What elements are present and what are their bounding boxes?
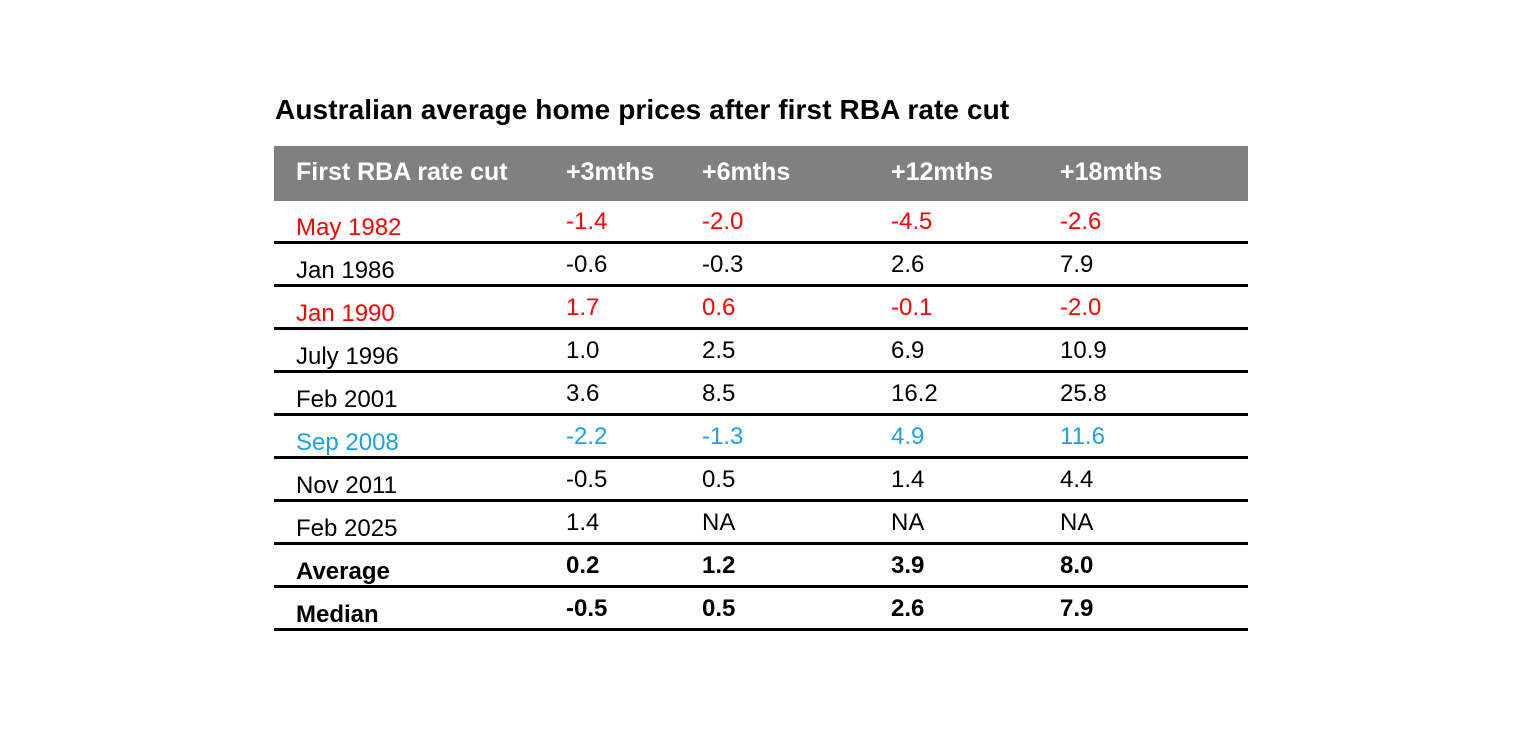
row-label: Nov 2011: [296, 472, 397, 499]
table-header: First RBA rate cut +3mths +6mths +12mths…: [274, 146, 1248, 201]
table-cell: -2.0: [1060, 294, 1102, 321]
table-row: Jan 1990 1.7 0.6 -0.1 -2.0: [274, 287, 1248, 330]
table-cell: 8.5: [702, 380, 736, 407]
table-row: Nov 2011 -0.5 0.5 1.4 4.4: [274, 459, 1248, 502]
table-cell: -0.3: [702, 251, 744, 278]
row-label: May 1982: [296, 214, 402, 241]
table-cell: 11.6: [1060, 423, 1105, 450]
table-row: Median -0.5 0.5 2.6 7.9: [274, 588, 1248, 631]
table-cell: 3.9: [891, 552, 925, 579]
table-cell: -0.6: [566, 251, 608, 278]
row-label: Feb 2001: [296, 386, 398, 413]
row-label: Feb 2025: [296, 515, 398, 542]
table-cell: 10.9: [1060, 337, 1107, 364]
table-cell: -0.1: [891, 294, 933, 321]
table-cell: 0.5: [702, 466, 736, 493]
row-label: Jan 1986: [296, 257, 395, 284]
table-cell: NA: [702, 509, 736, 536]
table-cell: 1.4: [566, 509, 600, 536]
table-cell: 2.6: [891, 595, 925, 622]
table-title: Australian average home prices after fir…: [275, 94, 1010, 125]
table-row: Feb 2001 3.6 8.5 16.2 25.8: [274, 373, 1248, 416]
price-table: First RBA rate cut +3mths +6mths +12mths…: [274, 146, 1248, 631]
table-cell: -2.6: [1060, 208, 1102, 235]
table-body: May 1982 -1.4 -2.0 -4.5 -2.6 Jan 1986 -0.6 -0.3…: [274, 201, 1248, 631]
table-cell: 0.2: [566, 552, 600, 579]
header-3mths: +3mths: [566, 158, 655, 186]
table-cell: NA: [1060, 509, 1094, 536]
header-6mths: +6mths: [702, 158, 791, 186]
table-cell: 8.0: [1060, 552, 1094, 579]
table-row: Sep 2008 -2.2 -1.3 4.9 11.6: [274, 416, 1248, 459]
table-cell: NA: [891, 509, 925, 536]
table-row: May 1982 -1.4 -2.0 -4.5 -2.6: [274, 201, 1248, 244]
table-cell: 1.2: [702, 552, 736, 579]
row-label: Median: [296, 601, 379, 628]
table-cell: 4.4: [1060, 466, 1094, 493]
table-row: Average 0.2 1.2 3.9 8.0: [274, 545, 1248, 588]
row-label: Sep 2008: [296, 429, 399, 456]
table-cell: 25.8: [1060, 380, 1107, 407]
table-cell: 3.6: [566, 380, 600, 407]
table-cell: -0.5: [566, 466, 608, 493]
table-cell: 6.9: [891, 337, 925, 364]
table-cell: -0.5: [566, 595, 608, 622]
table-cell: 1.0: [566, 337, 600, 364]
table-cell: 7.9: [1060, 595, 1094, 622]
row-label: Average: [296, 558, 390, 585]
table-cell: 16.2: [891, 380, 938, 407]
table-row: Feb 2025 1.4 NA NA NA: [274, 502, 1248, 545]
table-cell: -4.5: [891, 208, 933, 235]
table-cell: 1.7: [566, 294, 600, 321]
table-cell: 2.6: [891, 251, 925, 278]
table-row: July 1996 1.0 2.5 6.9 10.9: [274, 330, 1248, 373]
table-cell: -1.4: [566, 208, 608, 235]
header-18mths: +18mths: [1060, 158, 1163, 186]
table-cell: -1.3: [702, 423, 744, 450]
table-cell: 0.6: [702, 294, 736, 321]
header-first-rba-rate-cut: First RBA rate cut: [296, 158, 508, 186]
row-label: Jan 1990: [296, 300, 395, 327]
table-cell: 1.4: [891, 466, 925, 493]
table-row: Jan 1986 -0.6 -0.3 2.6 7.9: [274, 244, 1248, 287]
table-cell: 7.9: [1060, 251, 1094, 278]
row-label: July 1996: [296, 343, 399, 370]
table-cell: -2.0: [702, 208, 744, 235]
table-cell: 4.9: [891, 423, 925, 450]
table-cell: -2.2: [566, 423, 608, 450]
header-12mths: +12mths: [891, 158, 994, 186]
table-cell: 0.5: [702, 595, 736, 622]
table-cell: 2.5: [702, 337, 736, 364]
